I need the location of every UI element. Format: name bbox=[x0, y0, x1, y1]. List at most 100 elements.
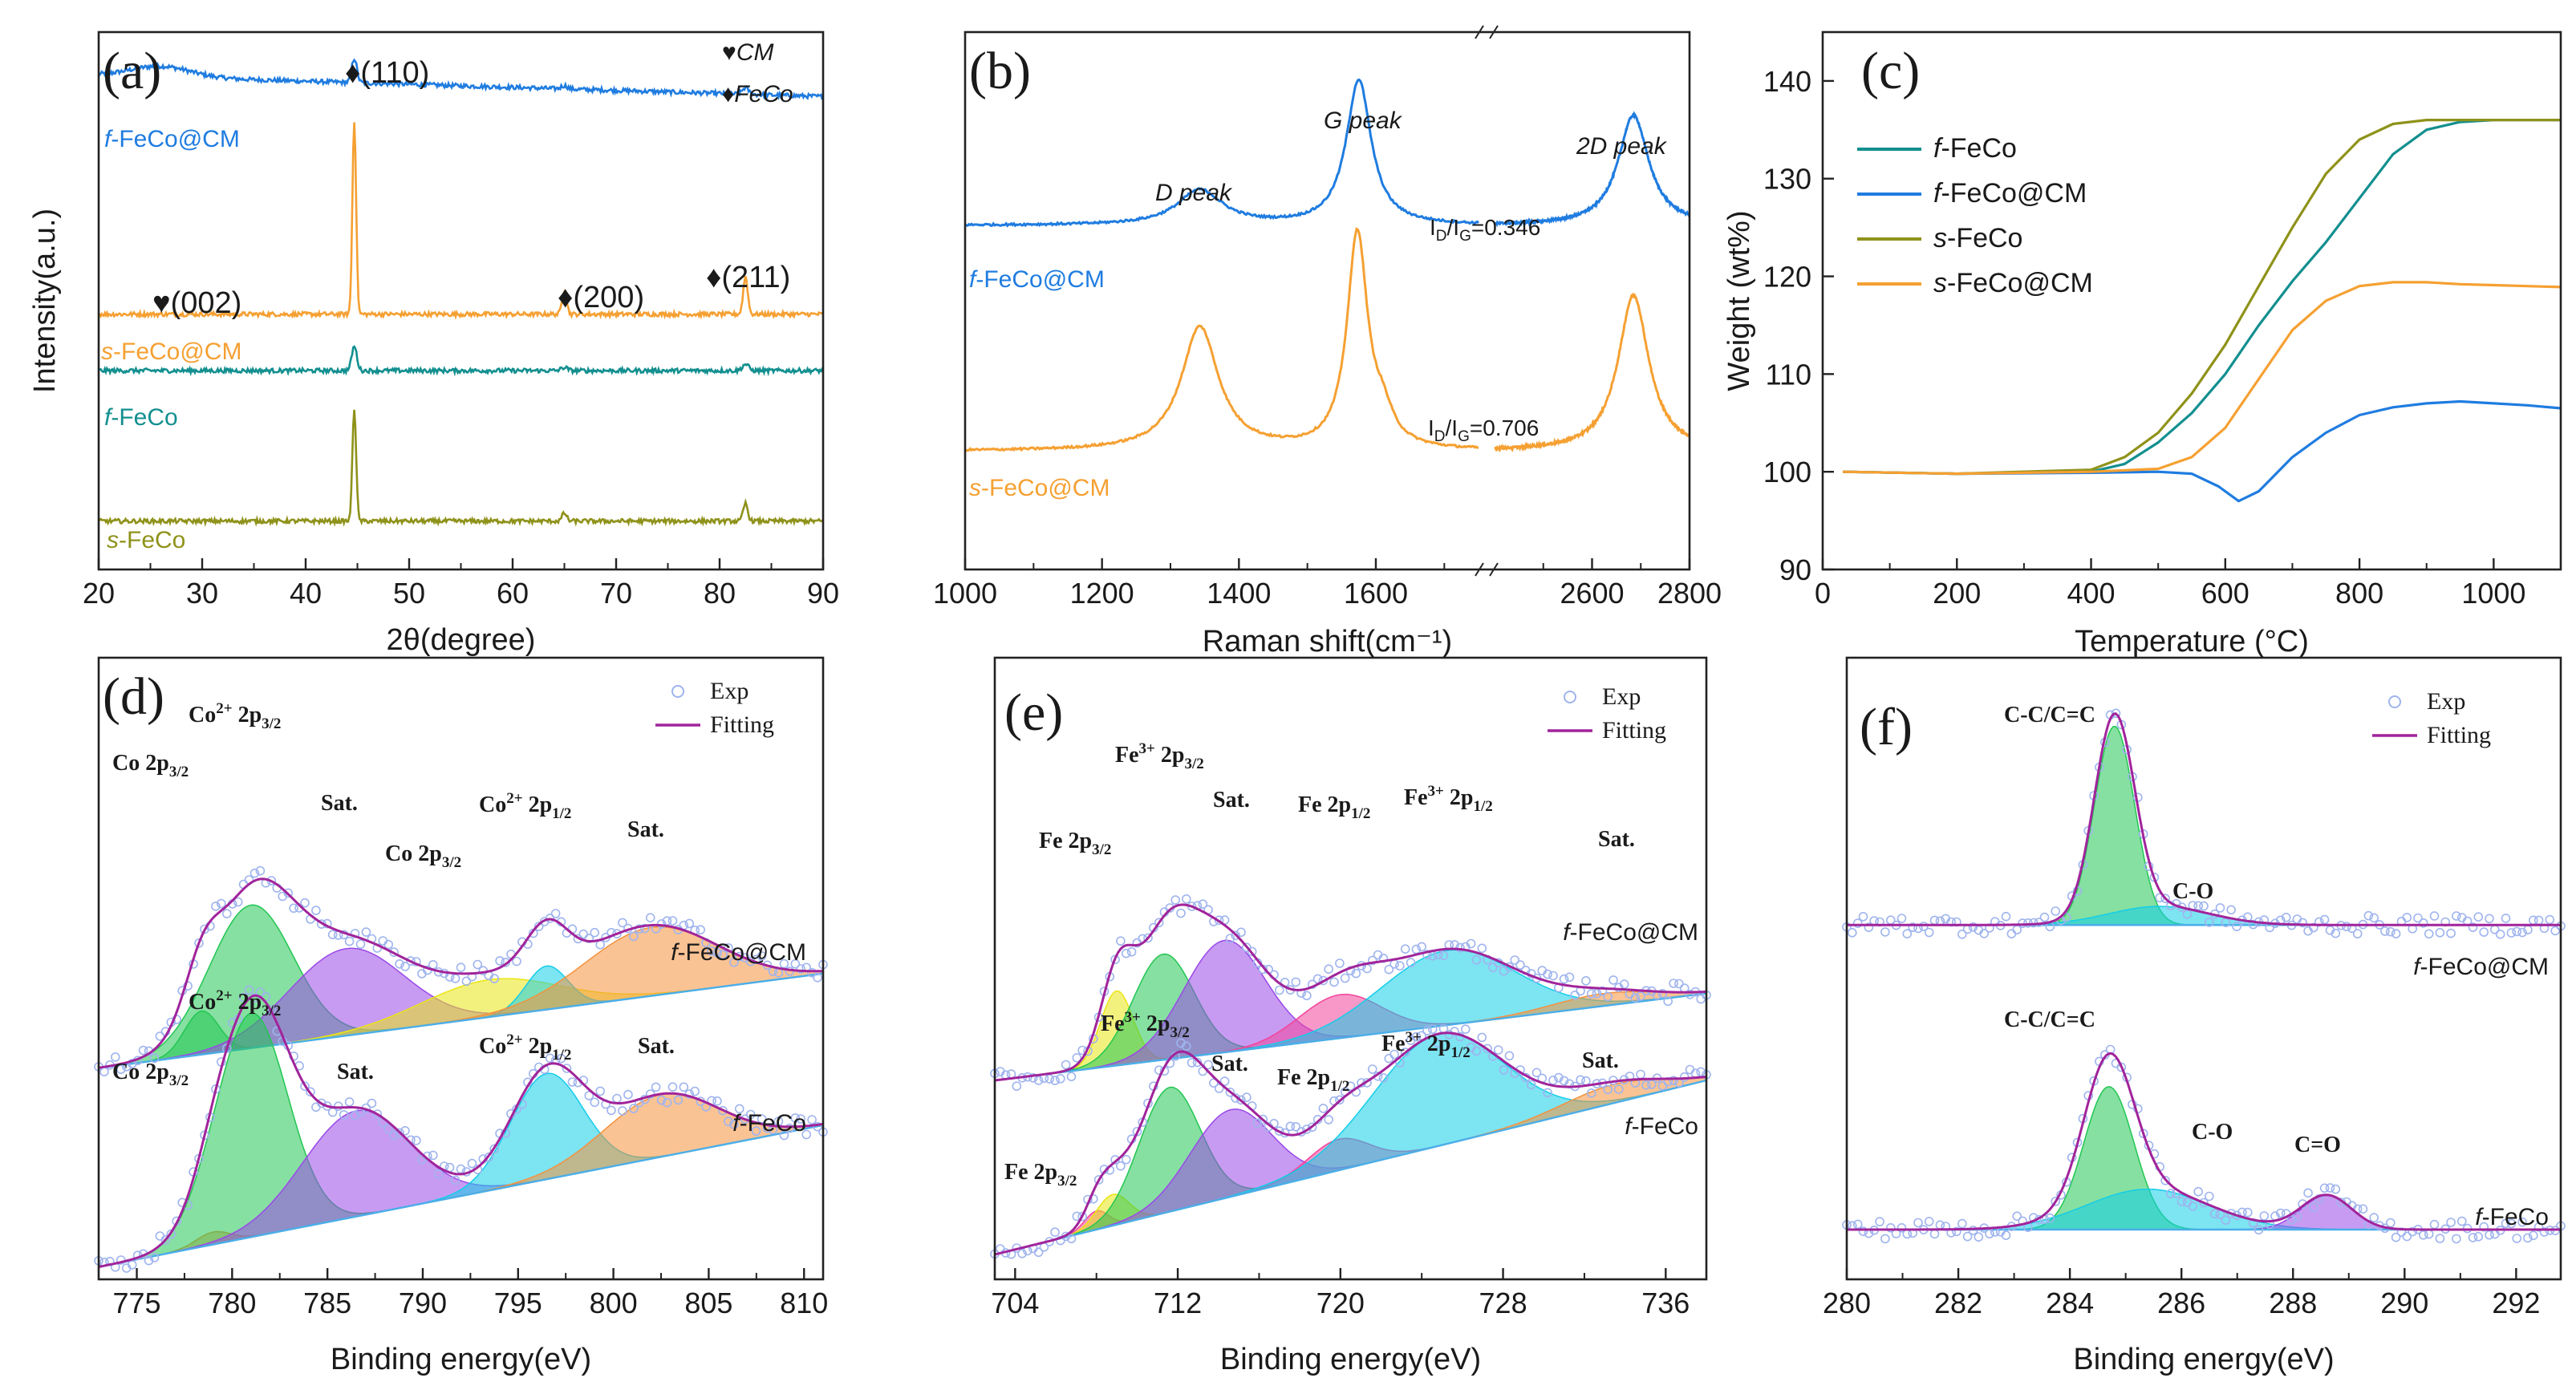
exp-data-point bbox=[1242, 1092, 1251, 1102]
exp-data-point bbox=[1017, 1249, 1027, 1258]
label-subscript: 3/2 bbox=[1092, 841, 1111, 858]
exp-data-point bbox=[2419, 918, 2428, 928]
exp-data-point bbox=[484, 1152, 494, 1162]
exp-data-point bbox=[1236, 1095, 1246, 1105]
series-label-prefix: s bbox=[969, 475, 981, 501]
x-tick-label: 800 bbox=[590, 1287, 638, 1319]
exp-data-point bbox=[395, 959, 404, 969]
exp-data-point bbox=[1848, 928, 1857, 938]
x-tick-label: 2600 bbox=[1560, 577, 1624, 610]
exp-data-point bbox=[450, 1175, 460, 1185]
exp-data-point bbox=[127, 1260, 137, 1270]
label-element: Co bbox=[479, 1034, 506, 1059]
ratio-prefix: I bbox=[1430, 215, 1436, 240]
exp-data-point bbox=[2319, 1183, 2330, 1194]
label-subscript: 3/2 bbox=[262, 1003, 281, 1019]
exp-data-point bbox=[2051, 906, 2060, 916]
exp-data-point bbox=[333, 1101, 343, 1111]
exp-data-point bbox=[1056, 1074, 1065, 1084]
exp-data-point bbox=[1880, 927, 1890, 937]
label-orbital: 2p bbox=[1141, 1011, 1170, 1036]
exp-data-point bbox=[2512, 926, 2521, 937]
label-element: Fe bbox=[1404, 785, 1428, 810]
intensity-ratio-label: ID/IG=0.706 bbox=[1428, 415, 1539, 445]
exp-data-point bbox=[2402, 1231, 2412, 1242]
series-label-suffix: -FeCo bbox=[111, 404, 177, 431]
exp-data-point bbox=[1324, 1115, 1333, 1125]
exp-data-point bbox=[2545, 914, 2555, 925]
label-subscript: 3/2 bbox=[442, 854, 461, 871]
legend-entry: ♦FeCo bbox=[722, 81, 793, 107]
exp-data-point bbox=[2363, 910, 2374, 921]
exp-data-point bbox=[1236, 927, 1246, 938]
exp-data-point bbox=[144, 1255, 154, 1266]
exp-data-point bbox=[729, 958, 739, 967]
exp-data-point bbox=[1657, 989, 1668, 999]
ratio-subscript: D bbox=[1436, 228, 1447, 245]
exp-data-point bbox=[2529, 1230, 2538, 1241]
exp-data-point bbox=[383, 939, 394, 950]
exp-data-point bbox=[361, 927, 371, 937]
x-tick-label: 780 bbox=[208, 1287, 256, 1319]
y-axis-label: Intensity(a.u.) bbox=[28, 209, 62, 393]
exp-data-point bbox=[1690, 1068, 1701, 1078]
series-label-suffix: -FeCo bbox=[119, 527, 185, 553]
ratio-subscript: G bbox=[1459, 228, 1471, 245]
exp-data-point bbox=[2309, 1202, 2318, 1213]
fit-background-line bbox=[994, 1079, 1707, 1256]
exp-data-point bbox=[1312, 974, 1323, 984]
exp-data-point bbox=[2386, 1218, 2395, 1228]
exp-data-point bbox=[1176, 908, 1186, 918]
exp-data-point bbox=[2380, 926, 2390, 936]
exp-data-point bbox=[2209, 1209, 2220, 1218]
exp-data-point bbox=[289, 903, 298, 914]
exp-data-point bbox=[1630, 993, 1641, 1003]
exp-data-point bbox=[395, 1128, 404, 1138]
exp-data-point bbox=[2012, 1211, 2022, 1222]
label-orbital: 2p bbox=[412, 841, 442, 866]
exp-data-point bbox=[221, 909, 232, 918]
xps-peak-label: Sat. bbox=[321, 791, 358, 816]
exp-data-point bbox=[1875, 1217, 1884, 1226]
exp-data-point bbox=[1696, 994, 1706, 1004]
exp-data-point bbox=[149, 1253, 160, 1262]
y-axis-label: Weight (wt%) bbox=[1722, 210, 1756, 391]
exp-data-point bbox=[249, 868, 260, 878]
label-text: Sat. bbox=[321, 791, 358, 816]
x-tick-label: 20 bbox=[83, 577, 115, 610]
exp-data-point bbox=[1869, 916, 1879, 926]
exp-data-point bbox=[1335, 958, 1345, 968]
series-label-suffix: -FeCo@CM bbox=[113, 338, 241, 365]
exp-data-point bbox=[2358, 1204, 2368, 1214]
exp-data-point bbox=[1586, 1088, 1596, 1098]
x-tick-label: 288 bbox=[2269, 1287, 2317, 1319]
y-tick-label: 110 bbox=[1766, 358, 1811, 391]
xrd-series-line bbox=[98, 345, 825, 377]
label-text: Sat. bbox=[1598, 827, 1635, 852]
label-subscript: 1/2 bbox=[552, 1047, 571, 1064]
series-label-prefix: f bbox=[104, 126, 113, 152]
exp-data-point bbox=[1307, 1122, 1317, 1133]
x-tick-label: 284 bbox=[2046, 1287, 2094, 1319]
exp-data-point bbox=[2512, 1234, 2521, 1243]
exp-data-point bbox=[2473, 912, 2484, 922]
exp-data-point bbox=[512, 956, 521, 967]
exp-data-point bbox=[1182, 894, 1191, 904]
exp-data-point bbox=[790, 1113, 801, 1123]
x-tick-label: 720 bbox=[1316, 1287, 1365, 1319]
exp-data-point bbox=[1543, 1088, 1552, 1098]
series-label-suffix: -FeCo bbox=[1941, 133, 2016, 164]
label-orbital: 2p bbox=[1028, 1160, 1058, 1185]
series-label-prefix: s bbox=[1933, 268, 1947, 298]
xps-peak-label: Fe 2p3/2 bbox=[1004, 1160, 1077, 1189]
exp-data-point bbox=[2473, 1232, 2484, 1242]
exp-data-point bbox=[1477, 1032, 1487, 1043]
x-tick-label: 600 bbox=[2201, 577, 2249, 610]
exp-data-point bbox=[813, 973, 822, 983]
exp-data-point bbox=[1669, 979, 1678, 988]
xps-peak-label: C-C/C=C bbox=[2004, 1007, 2095, 1032]
x-tick-label: 800 bbox=[2335, 577, 2383, 610]
exp-data-point bbox=[2253, 1225, 2264, 1235]
